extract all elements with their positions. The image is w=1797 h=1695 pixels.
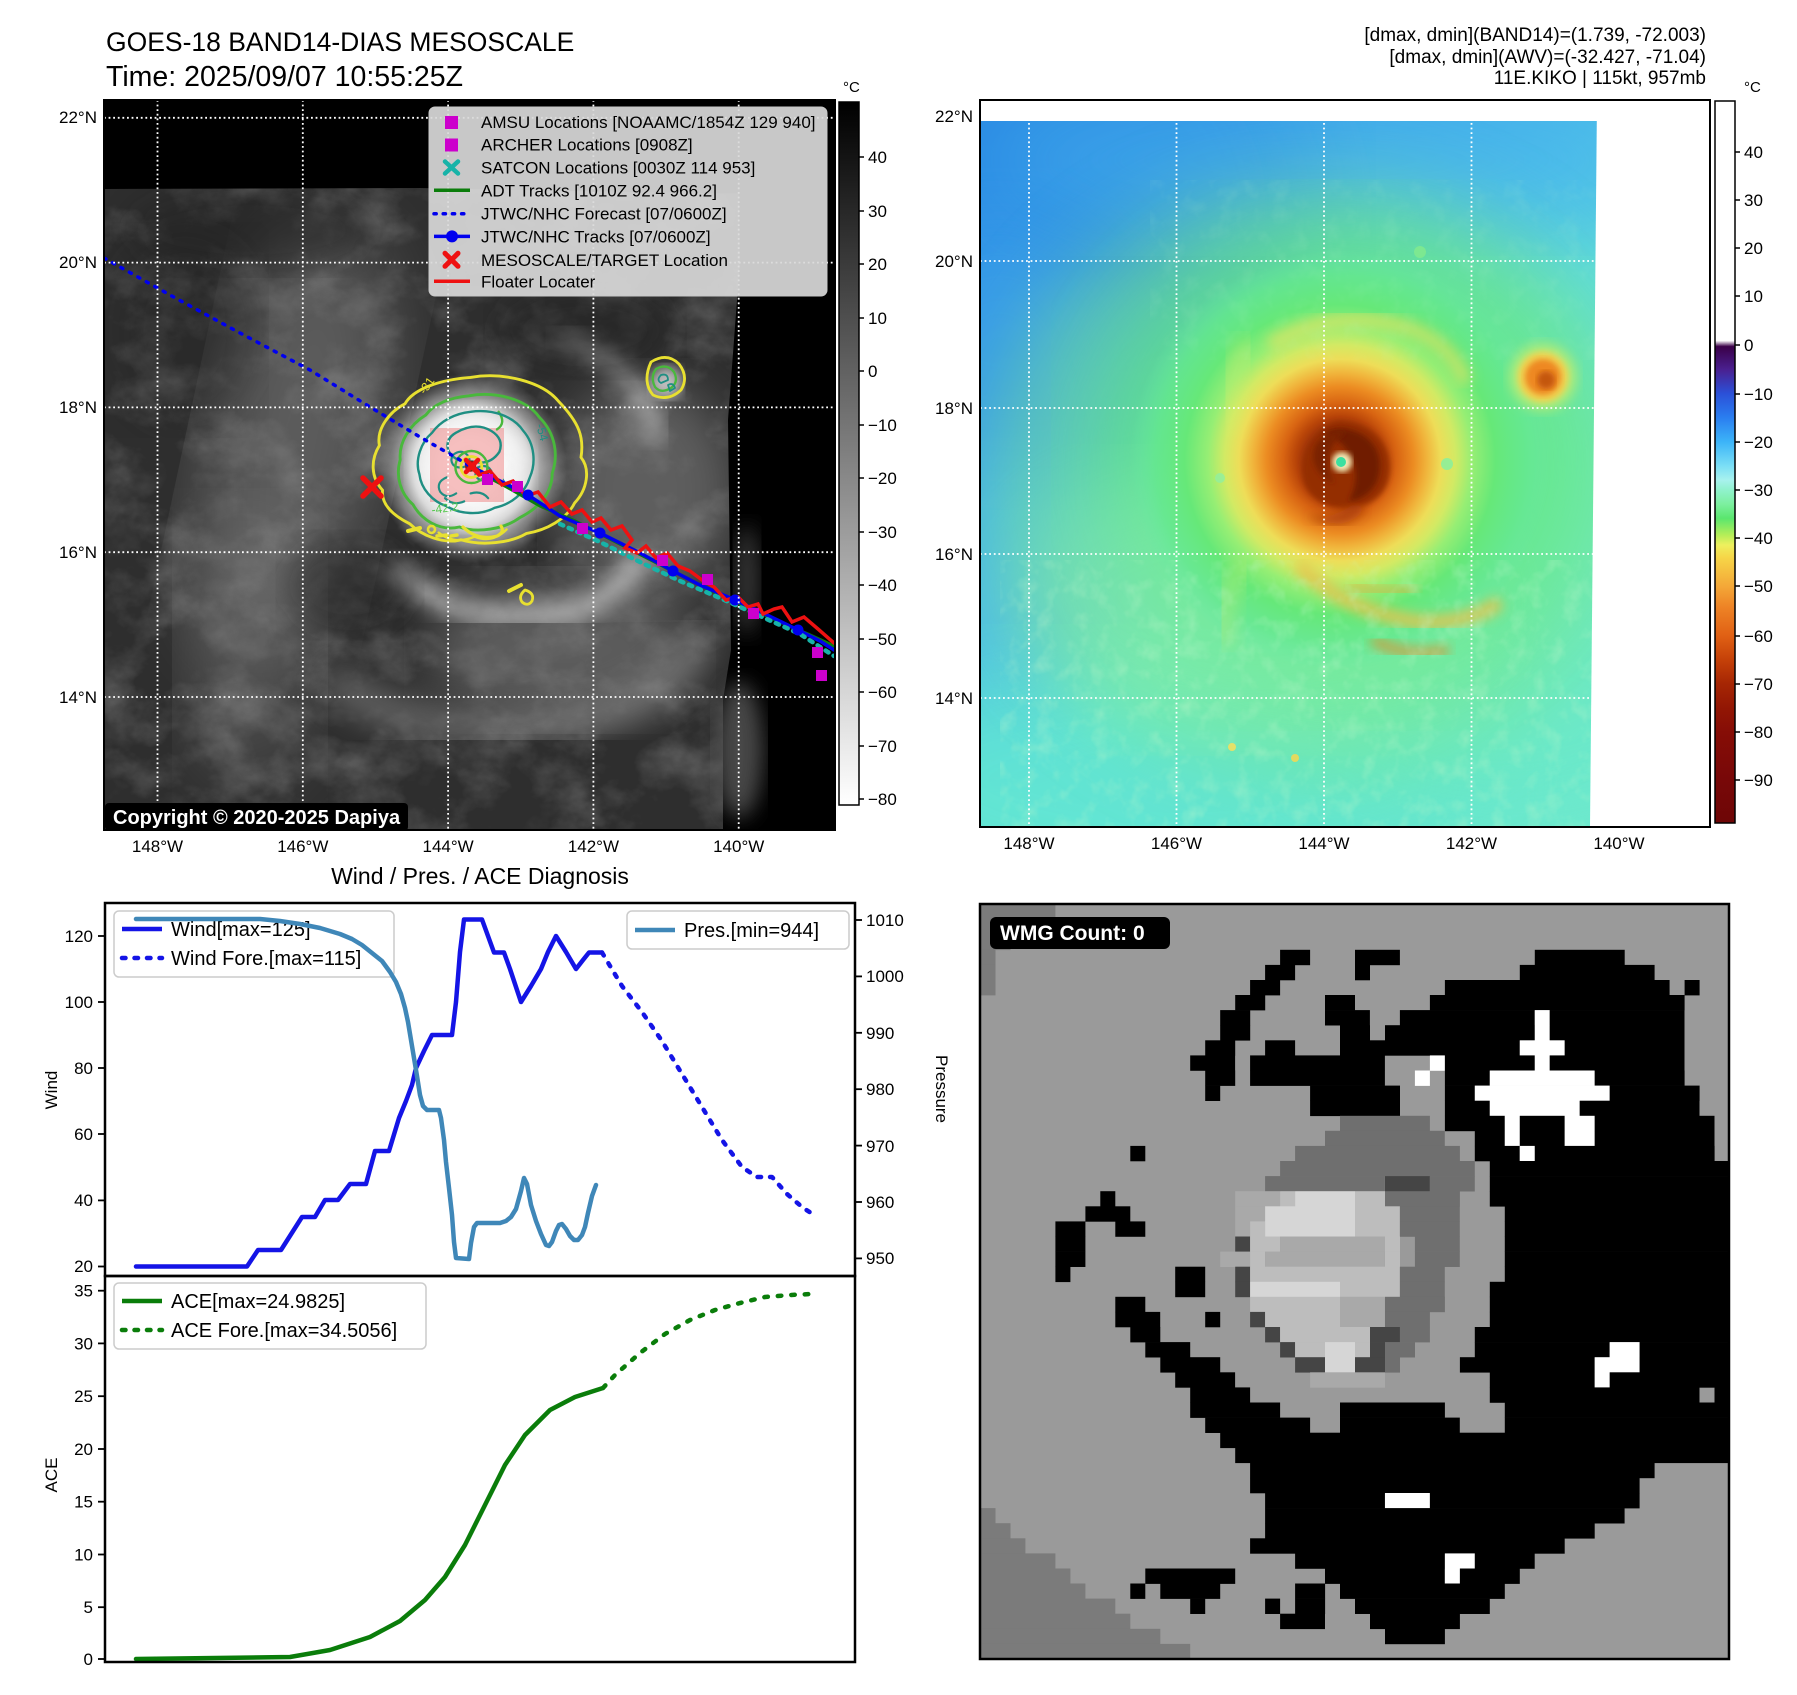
svg-text:JTWC/NHC Forecast [07/0600Z]: JTWC/NHC Forecast [07/0600Z] <box>481 205 727 224</box>
svg-text:−10: −10 <box>868 416 897 435</box>
svg-text:14°N: 14°N <box>935 689 973 708</box>
svg-text:SATCON Locations [0030Z 114 95: SATCON Locations [0030Z 114 953] <box>481 159 755 178</box>
svg-text:Wind Fore.[max=115]: Wind Fore.[max=115] <box>171 948 361 970</box>
svg-text:30: 30 <box>868 202 887 221</box>
svg-text:16°N: 16°N <box>935 545 973 564</box>
svg-text:−20: −20 <box>868 469 897 488</box>
svg-text:140°W: 140°W <box>713 837 764 856</box>
svg-text:80: 80 <box>74 1059 93 1078</box>
svg-text:18°N: 18°N <box>59 398 97 417</box>
svg-text:−50: −50 <box>868 630 897 649</box>
svg-text:°C: °C <box>1744 79 1761 96</box>
svg-text:[dmax, dmin](BAND14)=(1.739, -: [dmax, dmin](BAND14)=(1.739, -72.003) <box>1364 25 1706 46</box>
svg-text:144°W: 144°W <box>1298 834 1349 853</box>
svg-text:990: 990 <box>866 1024 894 1043</box>
svg-text:1010: 1010 <box>866 911 904 930</box>
svg-text:0: 0 <box>868 362 877 381</box>
svg-text:11E.KIKO | 115kt, 957mb: 11E.KIKO | 115kt, 957mb <box>1494 68 1706 89</box>
svg-text:ACE Fore.[max=34.5056]: ACE Fore.[max=34.5056] <box>171 1320 397 1342</box>
svg-text:35: 35 <box>74 1282 93 1301</box>
svg-text:−40: −40 <box>868 576 897 595</box>
svg-text:15: 15 <box>74 1493 93 1512</box>
svg-text:Wind: Wind <box>42 1071 61 1110</box>
svg-text:−20: −20 <box>1744 433 1773 452</box>
svg-text:20: 20 <box>1744 239 1763 258</box>
svg-text:20°N: 20°N <box>59 253 97 272</box>
svg-text:−60: −60 <box>1744 627 1773 646</box>
svg-text:0: 0 <box>1744 336 1753 355</box>
svg-text:-54: -54 <box>533 422 551 443</box>
svg-text:10: 10 <box>74 1546 93 1565</box>
svg-text:18°N: 18°N <box>935 399 973 418</box>
svg-text:10: 10 <box>868 309 887 328</box>
svg-text:144°W: 144°W <box>422 837 473 856</box>
svg-text:−30: −30 <box>868 523 897 542</box>
svg-text:970: 970 <box>866 1137 894 1156</box>
svg-text:−30: −30 <box>1744 481 1773 500</box>
svg-text:120: 120 <box>65 927 93 946</box>
svg-text:Pres.[min=944]: Pres.[min=944] <box>684 920 819 942</box>
svg-text:Copyright © 2020-2025 Dapiya: Copyright © 2020-2025 Dapiya <box>113 807 401 829</box>
svg-text:20: 20 <box>74 1257 93 1276</box>
svg-text:1000: 1000 <box>866 967 904 986</box>
svg-text:Floater Locater: Floater Locater <box>481 272 596 291</box>
svg-text:950: 950 <box>866 1249 894 1268</box>
svg-text:−70: −70 <box>868 737 897 756</box>
svg-text:40: 40 <box>868 148 887 167</box>
svg-text:AMSU Locations [NOAAMC/1854Z 1: AMSU Locations [NOAAMC/1854Z 129 940] <box>481 113 816 132</box>
svg-text:−90: −90 <box>1744 771 1773 790</box>
svg-text:10: 10 <box>1744 287 1763 306</box>
svg-text:148°W: 148°W <box>1003 834 1054 853</box>
svg-text:−70: −70 <box>1744 675 1773 694</box>
svg-text:ACE[max=24.9825]: ACE[max=24.9825] <box>171 1291 345 1313</box>
svg-text:25: 25 <box>74 1387 93 1406</box>
svg-text:20: 20 <box>868 255 887 274</box>
svg-text:Wind[max=125]: Wind[max=125] <box>171 919 311 941</box>
svg-text:146°W: 146°W <box>277 837 328 856</box>
svg-text:ARCHER Locations [0908Z]: ARCHER Locations [0908Z] <box>481 136 693 155</box>
svg-text:142°W: 142°W <box>1446 834 1497 853</box>
svg-text:[dmax, dmin](AWV)=(-32.427, -7: [dmax, dmin](AWV)=(-32.427, -71.04) <box>1389 47 1706 68</box>
svg-text:60: 60 <box>74 1125 93 1144</box>
svg-text:22°N: 22°N <box>935 107 973 126</box>
svg-text:−50: −50 <box>1744 577 1773 596</box>
svg-text:16°N: 16°N <box>59 543 97 562</box>
svg-text:0: 0 <box>84 1650 93 1669</box>
svg-text:Wind / Pres. / ACE Diagnosis: Wind / Pres. / ACE Diagnosis <box>331 863 629 889</box>
svg-text:146°W: 146°W <box>1151 834 1202 853</box>
svg-text:−60: −60 <box>868 683 897 702</box>
svg-text:−10: −10 <box>1744 385 1773 404</box>
svg-text:20°N: 20°N <box>935 252 973 271</box>
svg-text:14°N: 14°N <box>59 688 97 707</box>
svg-text:960: 960 <box>866 1193 894 1212</box>
svg-text:100: 100 <box>65 993 93 1012</box>
svg-text:ACE: ACE <box>42 1458 61 1493</box>
svg-text:22°N: 22°N <box>59 108 97 127</box>
svg-text:5: 5 <box>84 1598 93 1617</box>
svg-text:°C: °C <box>843 79 860 96</box>
svg-text:-42.2: -42.2 <box>430 499 459 517</box>
svg-text:ADT Tracks [1010Z 92.4 966.2]: ADT Tracks [1010Z 92.4 966.2] <box>481 181 717 200</box>
svg-text:40: 40 <box>74 1191 93 1210</box>
svg-text:−40: −40 <box>1744 529 1773 548</box>
svg-text:WMG Count: 0: WMG Count: 0 <box>1000 922 1145 945</box>
svg-text:980: 980 <box>866 1080 894 1099</box>
svg-text:−80: −80 <box>1744 723 1773 742</box>
svg-text:20: 20 <box>74 1440 93 1459</box>
svg-text:−80: −80 <box>868 790 897 809</box>
svg-text:GOES-18 BAND14-DIAS MESOSCALE: GOES-18 BAND14-DIAS MESOSCALE <box>106 27 574 57</box>
svg-text:40: 40 <box>1744 143 1763 162</box>
svg-text:JTWC/NHC Tracks [07/0600Z]: JTWC/NHC Tracks [07/0600Z] <box>481 227 711 246</box>
svg-text:Time: 2025/09/07 10:55:25Z: Time: 2025/09/07 10:55:25Z <box>106 61 463 93</box>
svg-text:30: 30 <box>1744 191 1763 210</box>
svg-text:140°W: 140°W <box>1593 834 1644 853</box>
svg-text:148°W: 148°W <box>132 837 183 856</box>
svg-text:30: 30 <box>74 1334 93 1353</box>
svg-text:Pressure: Pressure <box>932 1055 951 1123</box>
svg-text:MESOSCALE/TARGET Location: MESOSCALE/TARGET Location <box>481 251 728 270</box>
svg-text:142°W: 142°W <box>568 837 619 856</box>
